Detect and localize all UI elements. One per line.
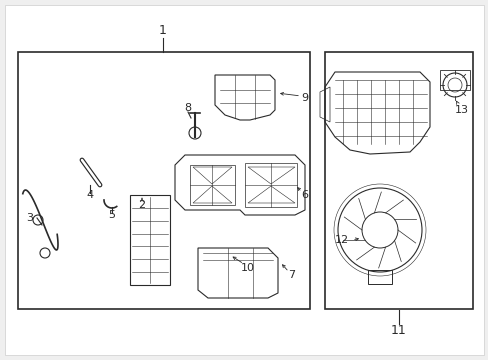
Bar (439, 70, 469, 90)
Text: 2: 2 (138, 200, 145, 210)
Text: 12: 12 (334, 235, 348, 245)
Text: 7: 7 (288, 270, 295, 280)
Bar (130, 195, 170, 285)
Bar (367, 270, 391, 284)
Text: 1: 1 (159, 23, 166, 36)
Text: 9: 9 (301, 93, 308, 103)
Bar (18, 52, 309, 309)
Text: 13: 13 (454, 105, 468, 115)
Text: 8: 8 (184, 103, 191, 113)
Text: 4: 4 (86, 190, 93, 200)
Text: 10: 10 (241, 263, 254, 273)
Text: 11: 11 (390, 324, 406, 337)
Bar (325, 52, 472, 309)
Text: 6: 6 (301, 190, 308, 200)
Text: 3: 3 (26, 213, 34, 223)
Text: 5: 5 (108, 210, 115, 220)
